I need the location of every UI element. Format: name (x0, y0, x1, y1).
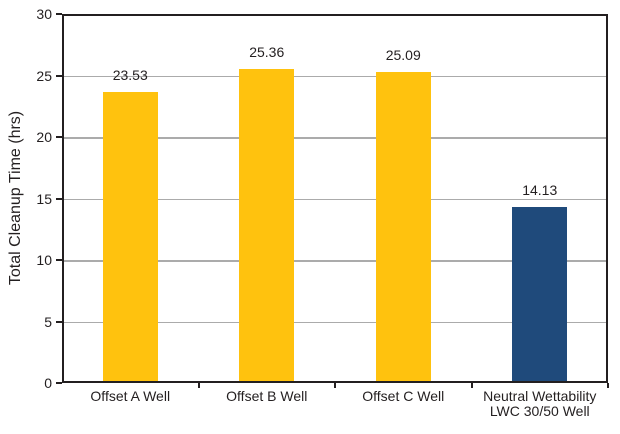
bar-value-label: 25.36 (249, 44, 285, 61)
x-tick (197, 383, 200, 388)
y-tick-label: 20 (36, 129, 52, 145)
gridline (64, 260, 606, 262)
y-tick-label: 5 (44, 313, 52, 330)
bar (375, 72, 431, 381)
bar-value-label: 14.13 (522, 182, 558, 199)
bar (239, 69, 295, 381)
y-tick (56, 382, 62, 384)
bar-value-label: 25.09 (385, 47, 421, 64)
category-label: Offset B Well (226, 388, 308, 404)
category-label: Offset C Well (362, 388, 445, 404)
x-tick (334, 383, 336, 388)
plot-area: 23.53 25.36 25.09 14.13 (62, 14, 608, 383)
y-tick (56, 259, 62, 261)
bar (102, 91, 158, 381)
y-tick-label: 30 (36, 6, 52, 22)
bar-value-label: 23.53 (112, 66, 148, 83)
y-tick (56, 13, 62, 15)
x-tick (607, 383, 609, 388)
bar (512, 207, 568, 381)
y-tick (56, 320, 62, 323)
y-tick-label: 15 (36, 190, 52, 207)
gridline (64, 137, 606, 139)
gridline (64, 321, 606, 323)
y-tick-label: 0 (44, 375, 52, 391)
gridline (64, 198, 606, 200)
y-tick (56, 74, 62, 77)
x-tick (470, 383, 473, 388)
y-tick-label: 10 (36, 252, 52, 268)
category-label: Offset A Well (90, 388, 171, 404)
y-tick-label: 25 (36, 67, 52, 84)
y-tick (56, 136, 62, 138)
gridline (64, 75, 606, 77)
y-tick (56, 197, 62, 200)
category-label: Neutral Wettability LWC 30/50 Well (483, 388, 597, 419)
